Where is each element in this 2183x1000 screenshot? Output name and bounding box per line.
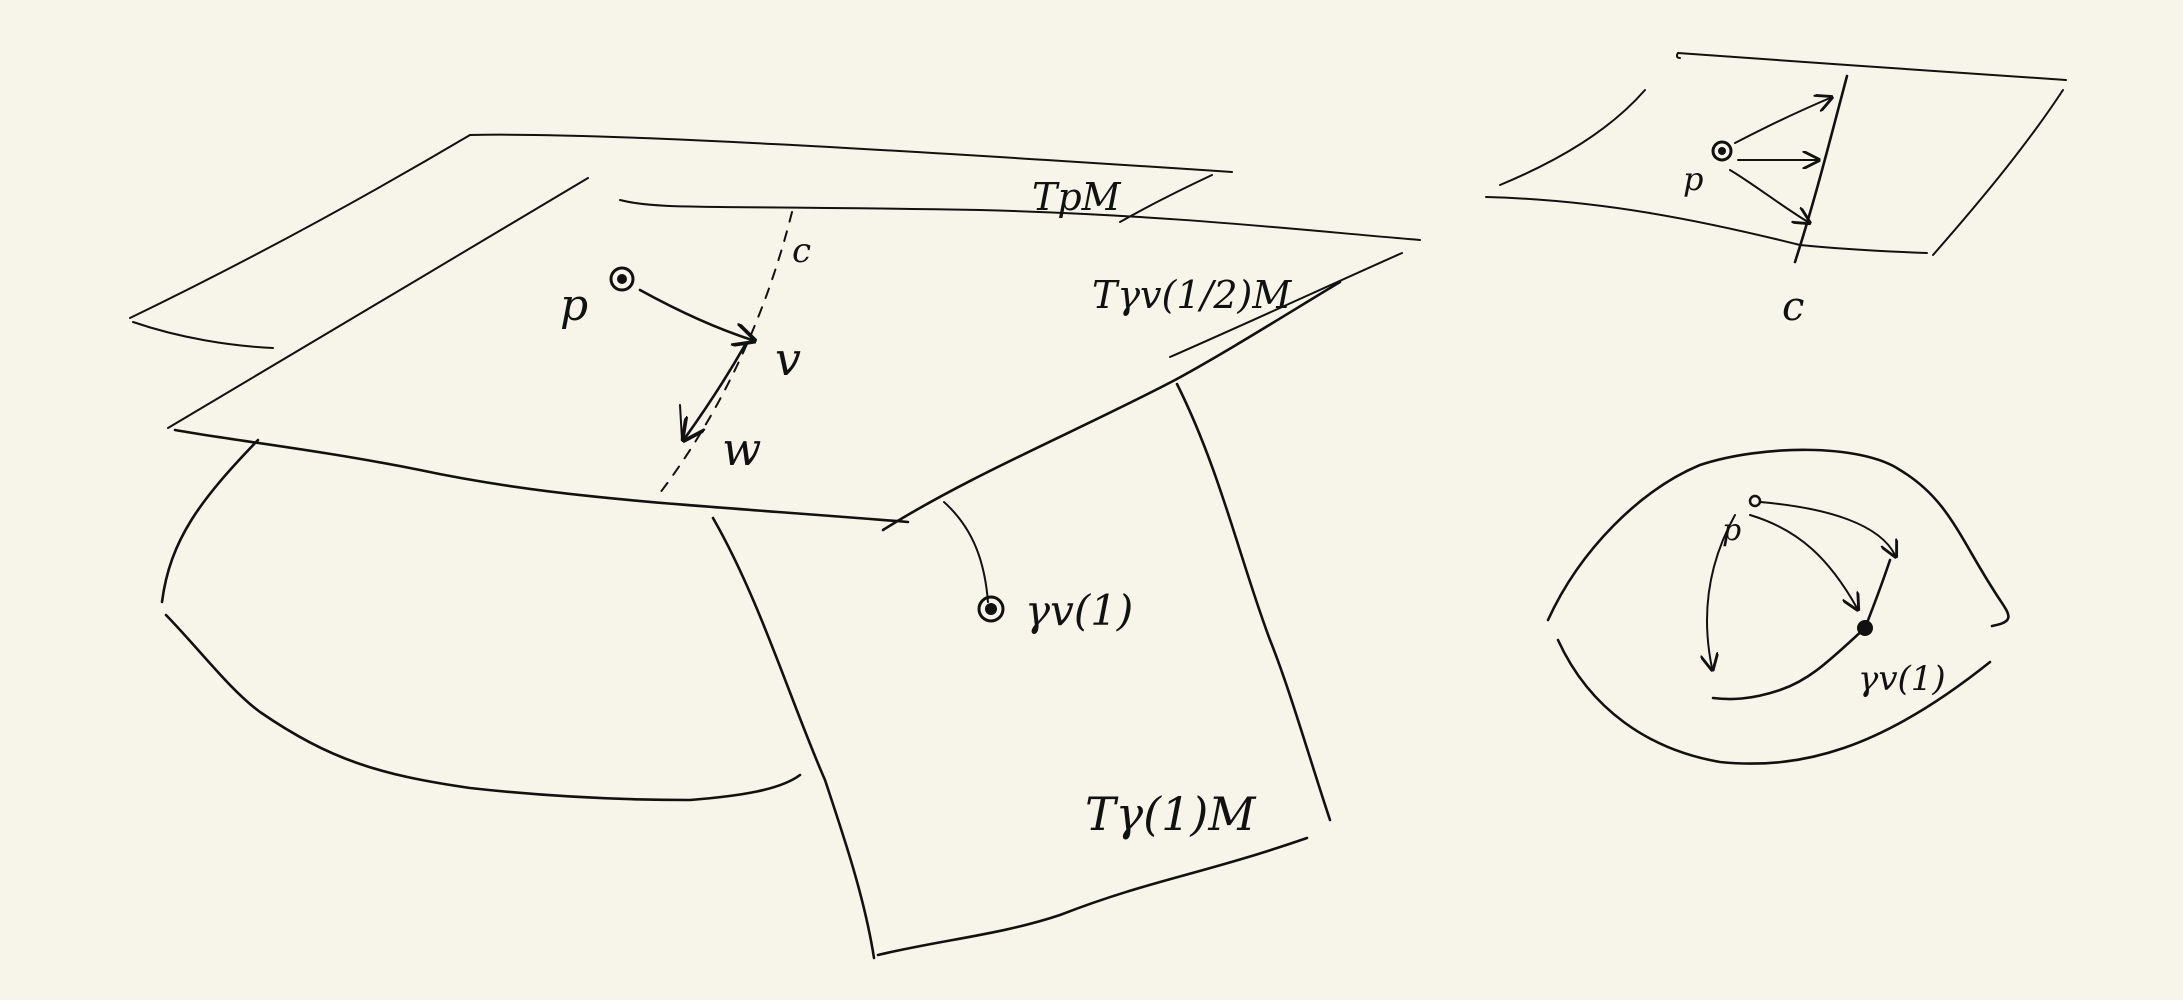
label-c: c (792, 231, 811, 271)
label-gamma-v-one: γv(1) (1025, 586, 1133, 635)
bottom-right-surface-bottom (1556, 638, 1992, 765)
point-gamma-v-one (977, 595, 1005, 623)
curve-c-dashed (659, 211, 793, 494)
bottom-right-diagram: p γv(1) (1546, 448, 2010, 765)
top-right-diagram: p c (1485, 52, 2067, 330)
bottom-right-label-gamma-one: γv(1) (1858, 659, 1946, 699)
bottom-right-left-arc (1707, 514, 1736, 668)
point-p (609, 266, 635, 292)
top-right-plane (1485, 52, 2067, 256)
vector-w-arrow (685, 343, 747, 438)
bottom-right-path-to-gamma (1711, 558, 1892, 701)
bottom-right-label-p: p (1722, 513, 1741, 548)
vector-v-arrow (638, 288, 752, 340)
bottom-right-geodesic-inner (1749, 514, 1857, 608)
manifold-surface (160, 280, 1342, 802)
label-tgamma-one: Tγ(1)M (1085, 787, 1257, 841)
label-tgamma-half: Tγv(1/2)M (1092, 273, 1292, 317)
label-v: v (775, 332, 801, 386)
tangent-plane-gamma-half (167, 177, 1421, 429)
label-p: p (560, 280, 588, 331)
top-right-label-p: p (1683, 160, 1703, 198)
top-right-label-c: c (1782, 284, 1804, 330)
curve-to-gamma-one (943, 501, 989, 603)
top-right-arrow-3 (1729, 169, 1808, 222)
bottom-right-surface-top (1546, 448, 2010, 628)
tangent-plane-gamma-one (711, 382, 1332, 960)
tangent-plane-tpm (129, 133, 1233, 349)
main-diagram: p c v w TpM Tγv(1/2)M γv(1) Tγ(1)M (129, 133, 1421, 960)
label-tpm: TpM (1032, 175, 1122, 219)
top-right-curve-c (1793, 74, 1849, 264)
top-right-point-p (1711, 140, 1733, 162)
bottom-right-point-p (1748, 494, 1762, 508)
bottom-right-geodesic-outer (1759, 501, 1895, 555)
label-w: w (722, 422, 761, 476)
top-right-arrow-1 (1734, 98, 1830, 144)
w-tick-mark (679, 404, 683, 441)
